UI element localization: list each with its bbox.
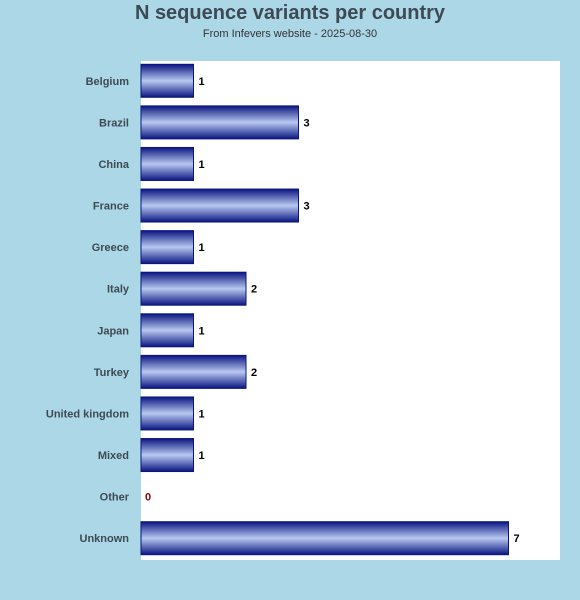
category-label: Turkey (94, 367, 130, 379)
bar (140, 105, 299, 140)
value-label: 1 (199, 242, 205, 254)
bar (140, 354, 247, 389)
value-label: 3 (304, 117, 310, 129)
category-label: Japan (97, 325, 129, 337)
chart-title: N sequence variants per country (134, 2, 446, 24)
bar (140, 271, 247, 306)
category-label: Italy (107, 284, 130, 296)
bar (140, 313, 194, 348)
plot-area (141, 61, 560, 560)
bar (140, 438, 194, 473)
value-label: 1 (199, 325, 205, 337)
value-label: 3 (304, 201, 310, 213)
bar (140, 396, 194, 431)
value-label: 1 (199, 159, 205, 171)
category-label: France (93, 201, 129, 213)
category-label: Brazil (99, 117, 129, 129)
category-label: United kingdom (46, 408, 129, 420)
bar (140, 188, 299, 223)
value-label: 0 (145, 492, 151, 504)
value-label: 1 (199, 450, 205, 462)
value-label: 2 (251, 284, 257, 296)
value-label: 2 (251, 367, 257, 379)
chart-subtitle: From Infevers website - 2025-08-30 (202, 28, 378, 40)
category-label: Belgium (86, 76, 130, 88)
value-label: 1 (199, 76, 205, 88)
bar (140, 63, 194, 98)
category-label: Mixed (98, 450, 129, 462)
bar (140, 521, 509, 556)
category-label: China (98, 159, 129, 171)
category-label: Greece (92, 242, 129, 254)
category-label: Other (100, 492, 130, 504)
bar (140, 230, 194, 265)
category-label: Unknown (80, 533, 130, 545)
bar (140, 146, 194, 181)
value-label: 7 (514, 533, 520, 545)
value-label: 1 (199, 408, 205, 420)
